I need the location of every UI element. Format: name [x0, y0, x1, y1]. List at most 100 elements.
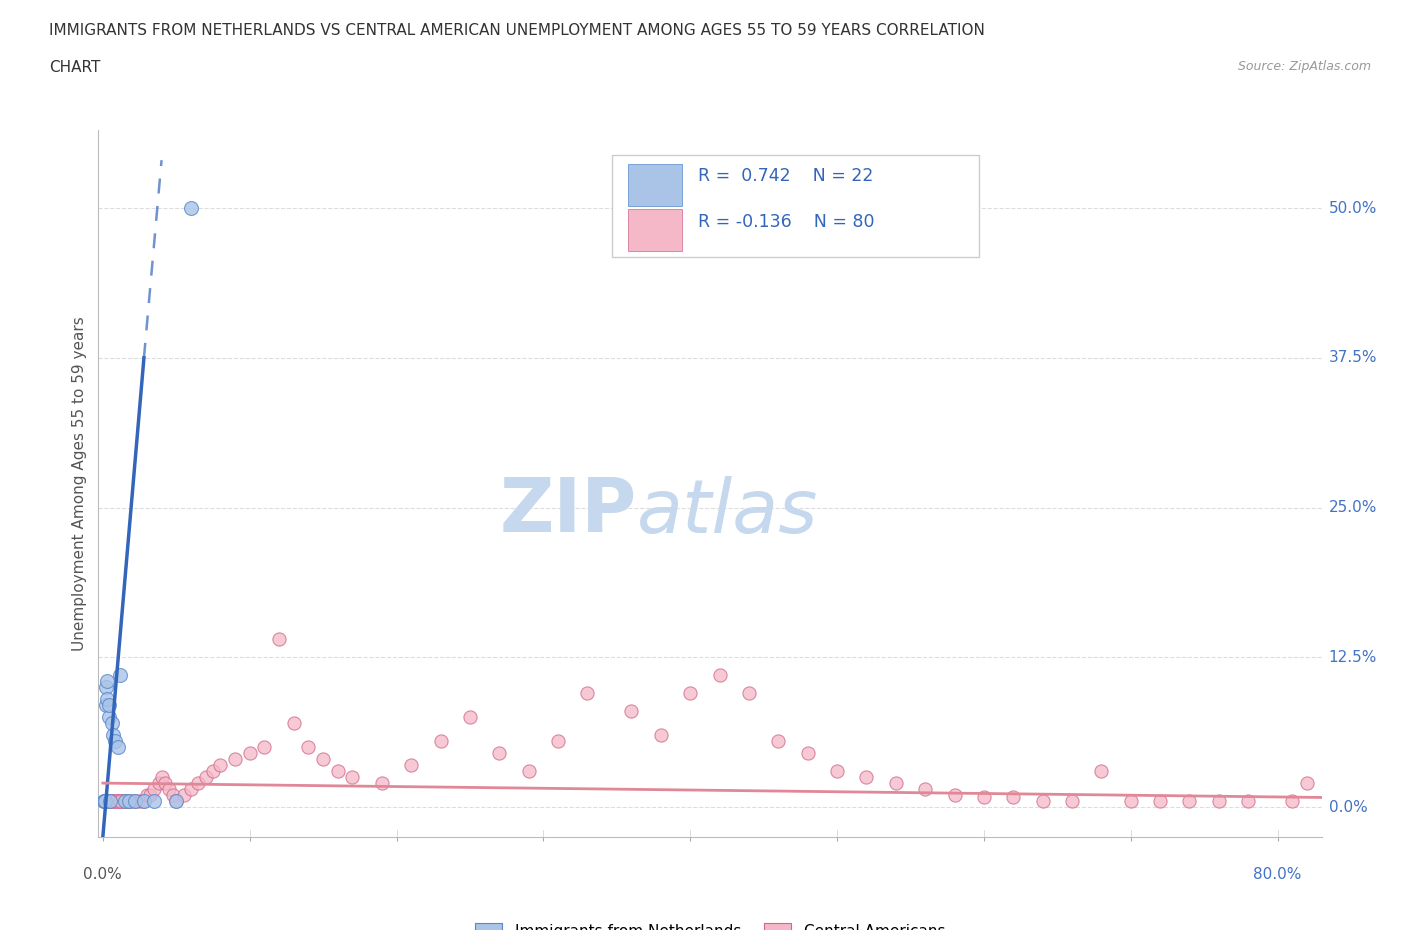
- Point: [143, 781, 166, 796]
- Point: [162, 788, 184, 803]
- Point: [1208, 793, 1230, 808]
- Point: [98, 793, 121, 808]
- Point: [1090, 764, 1112, 778]
- Point: [180, 781, 202, 796]
- Point: [97, 710, 120, 724]
- Point: [100, 716, 122, 731]
- Text: R =  0.742    N = 22: R = 0.742 N = 22: [697, 167, 873, 185]
- Point: [399, 758, 422, 773]
- Point: [239, 746, 262, 761]
- Point: [100, 793, 122, 808]
- Point: [488, 746, 510, 761]
- Point: [118, 793, 141, 808]
- Point: [107, 793, 129, 808]
- Point: [105, 793, 128, 808]
- Point: [1119, 793, 1142, 808]
- Point: [94, 680, 117, 695]
- Point: [121, 793, 143, 808]
- Legend: Immigrants from Netherlands, Central Americans: Immigrants from Netherlands, Central Ame…: [475, 923, 945, 930]
- Point: [547, 734, 569, 749]
- Point: [1237, 793, 1260, 808]
- Point: [103, 793, 125, 808]
- Point: [1002, 790, 1025, 804]
- Point: [143, 793, 166, 808]
- Point: [150, 770, 173, 785]
- Point: [283, 716, 305, 731]
- Point: [108, 793, 131, 808]
- Point: [1060, 793, 1083, 808]
- Point: [96, 674, 118, 689]
- Point: [96, 692, 118, 707]
- Point: [187, 776, 209, 790]
- Point: [107, 739, 129, 754]
- Point: [914, 781, 936, 796]
- Text: 50.0%: 50.0%: [1329, 201, 1376, 216]
- Point: [93, 793, 115, 808]
- Point: [96, 793, 118, 808]
- Point: [94, 698, 117, 712]
- Point: [267, 631, 290, 646]
- Text: 0.0%: 0.0%: [83, 867, 122, 882]
- Point: [103, 793, 125, 808]
- Point: [139, 788, 162, 803]
- Text: R = -0.136    N = 80: R = -0.136 N = 80: [697, 213, 875, 231]
- Point: [111, 793, 134, 808]
- Point: [148, 776, 170, 790]
- Point: [768, 734, 790, 749]
- Point: [429, 734, 451, 749]
- Point: [173, 788, 195, 803]
- Point: [679, 685, 702, 700]
- Point: [98, 793, 121, 808]
- Text: CHART: CHART: [49, 60, 101, 74]
- Point: [1032, 793, 1054, 808]
- Point: [253, 739, 276, 754]
- Point: [342, 770, 364, 785]
- Point: [114, 793, 136, 808]
- Point: [194, 770, 217, 785]
- Point: [110, 793, 132, 808]
- Point: [97, 698, 120, 712]
- Point: [135, 788, 157, 803]
- Point: [224, 751, 246, 766]
- Text: 0.0%: 0.0%: [1329, 800, 1368, 815]
- FancyBboxPatch shape: [628, 164, 682, 206]
- Point: [101, 793, 124, 808]
- Point: [297, 739, 319, 754]
- Point: [97, 793, 120, 808]
- Point: [115, 793, 138, 808]
- Point: [124, 793, 146, 808]
- Text: 25.0%: 25.0%: [1329, 500, 1376, 515]
- Point: [1296, 776, 1319, 790]
- Point: [209, 758, 232, 773]
- Point: [517, 764, 540, 778]
- Point: [110, 793, 132, 808]
- Point: [796, 746, 818, 761]
- Point: [132, 793, 155, 808]
- Point: [124, 793, 146, 808]
- Point: [93, 793, 115, 808]
- Y-axis label: Unemployment Among Ages 55 to 59 years: Unemployment Among Ages 55 to 59 years: [72, 316, 87, 651]
- Point: [1178, 793, 1201, 808]
- Point: [1281, 793, 1303, 808]
- Point: [576, 685, 599, 700]
- Point: [127, 793, 149, 808]
- Text: Source: ZipAtlas.com: Source: ZipAtlas.com: [1237, 60, 1371, 73]
- Point: [973, 790, 995, 804]
- Point: [98, 793, 121, 808]
- Point: [101, 728, 124, 743]
- Point: [129, 793, 152, 808]
- Text: 80.0%: 80.0%: [1253, 867, 1302, 882]
- Point: [855, 770, 877, 785]
- Point: [620, 704, 643, 719]
- Point: [201, 764, 224, 778]
- Point: [884, 776, 907, 790]
- Text: 12.5%: 12.5%: [1329, 650, 1376, 665]
- Point: [326, 764, 349, 778]
- Point: [371, 776, 394, 790]
- Point: [180, 201, 202, 216]
- Point: [118, 793, 141, 808]
- Point: [103, 734, 125, 749]
- Text: IMMIGRANTS FROM NETHERLANDS VS CENTRAL AMERICAN UNEMPLOYMENT AMONG AGES 55 TO 59: IMMIGRANTS FROM NETHERLANDS VS CENTRAL A…: [49, 23, 986, 38]
- Point: [165, 793, 187, 808]
- Point: [110, 668, 132, 683]
